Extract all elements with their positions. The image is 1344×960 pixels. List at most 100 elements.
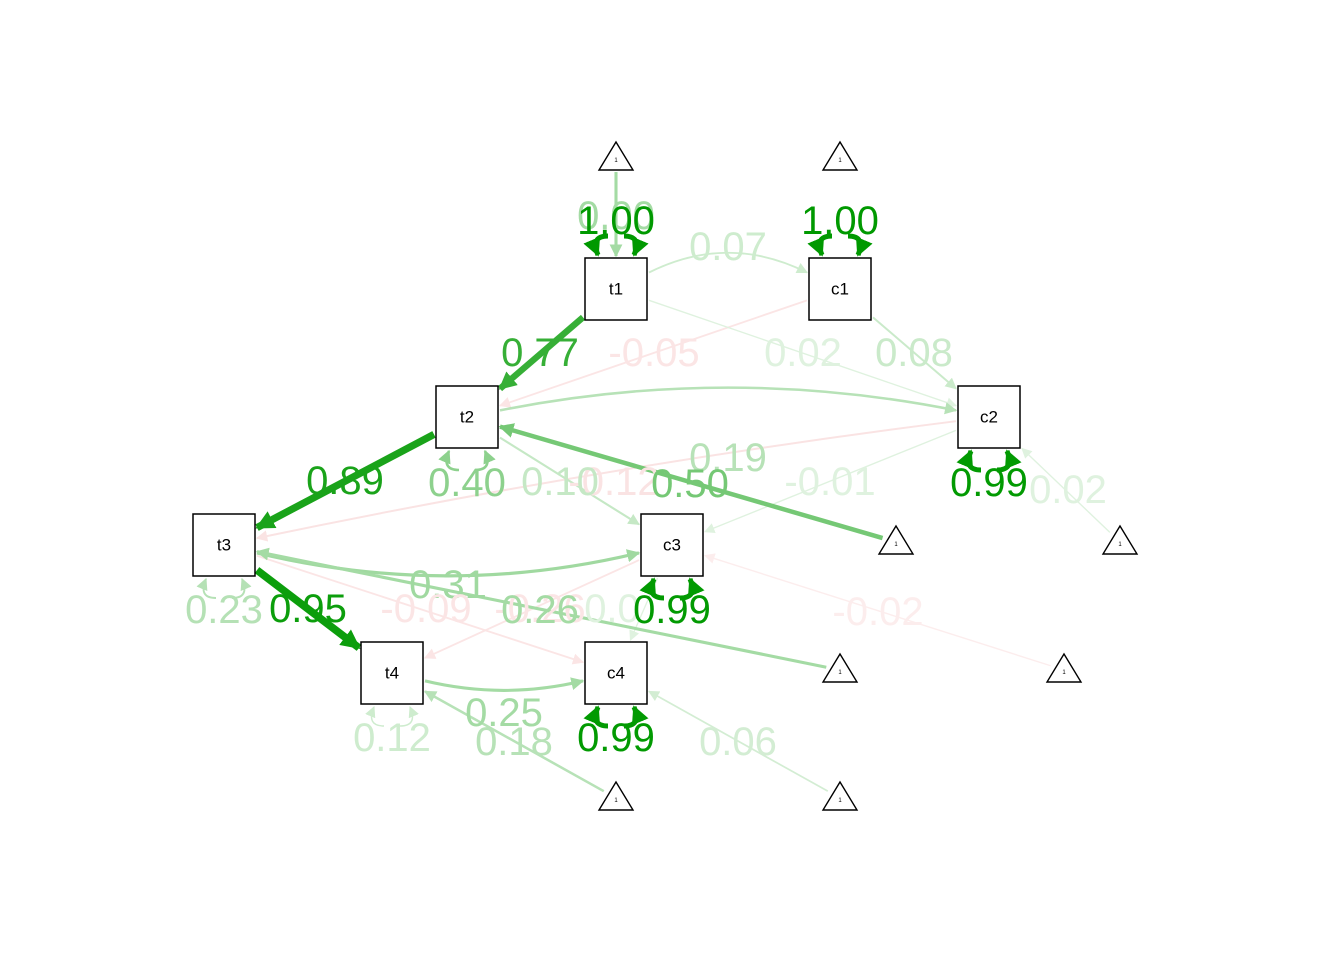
variance-arc-c4-right [623, 705, 649, 729]
edge-c2-t3 [255, 420, 957, 542]
variance-label-c4: 0.99 [577, 716, 655, 760]
edge-label-i5-t2: 0.50 [651, 462, 729, 506]
variance-arc-t3-left [196, 577, 217, 599]
intercept-triangle-i10 [1045, 652, 1083, 683]
edge-label-c3-t4: -0.09 [380, 587, 471, 631]
variance-label-t2: 0.40 [428, 461, 506, 505]
node-label-c1: c1 [831, 280, 849, 299]
edge-label-i7-t4: 0.18 [475, 720, 553, 764]
variance-label-c2: 0.99 [950, 461, 1028, 505]
intercept-label-i2: 1 [838, 158, 842, 164]
node-t1 [584, 257, 648, 321]
nodes-layer: t1 t2 t3 t4 c1 c2 c3 c4 1 1 1 1 1 1 1 1 [192, 140, 1139, 811]
edge-label-t2-c2: 0.19 [689, 436, 767, 480]
intercept-label-i8: 1 [838, 798, 842, 804]
edge-label-c2-t3: -0.12 [568, 460, 659, 504]
edge-label-t2-c3: 0.10 [521, 460, 599, 504]
intercept-triangle-i6 [1101, 524, 1139, 555]
edge-i9-t3 [255, 547, 827, 669]
edge-label-c3-c4: 0.0 [584, 587, 640, 631]
edge-label-i8-c4: 0.06 [699, 720, 777, 764]
variance-arc-t4-right [399, 705, 419, 727]
edge-label-t4-c4: 0.25 [465, 691, 543, 735]
variance-arc-c3-left [639, 577, 665, 601]
edge-label-i6-c2: 0.02 [1029, 468, 1107, 512]
edge-label-i10-c3: -0.02 [832, 590, 923, 634]
edge-label-t1-c2: 0.02 [764, 331, 842, 375]
edge-label-i1-t1: 0.00 [577, 194, 655, 238]
edge-t3-c4 [256, 554, 585, 665]
node-t4 [360, 641, 424, 705]
node-t3 [192, 513, 256, 577]
edge-t2-t3 [255, 431, 436, 531]
edge-label-t3-c3: 0.31 [409, 563, 487, 607]
variance-label-c1: 1.00 [801, 199, 879, 243]
intercept-triangle-i9 [821, 652, 859, 683]
node-label-t2: t2 [460, 408, 474, 427]
variance-arc-t2-right [474, 449, 496, 472]
intercept-label-i10: 1 [1062, 670, 1066, 676]
node-c1 [808, 257, 872, 321]
edge-t1-c2 [648, 299, 957, 408]
node-label-t3: t3 [217, 536, 231, 555]
edge-label-c1-t2: -0.05 [608, 331, 699, 375]
node-c2 [957, 385, 1021, 449]
edge-t1-t2 [497, 314, 586, 392]
labels-layer: 0.770.890.950.07-0.05 0.02 0.080.19-0.120.… [185, 194, 1107, 764]
edge-label-c2-c3: -0.01 [784, 460, 875, 504]
variance-label-c3: 0.99 [633, 588, 711, 632]
intercept-triangle-i5 [877, 524, 915, 555]
variance-arc-t3-right [231, 577, 252, 599]
edge-label-c1-c2: 0.08 [875, 331, 953, 375]
edge-c1-t2 [498, 299, 808, 408]
node-t2 [435, 385, 499, 449]
variance-arc-c1-right [847, 233, 873, 257]
edge-label-t2-t3: 0.89 [306, 459, 384, 503]
variance-arc-c4-left [583, 705, 609, 729]
edge-i5-t2 [498, 423, 884, 541]
edge-t4-c4 [424, 677, 585, 692]
edge-t3-t4 [254, 567, 362, 651]
edge-i8-c4 [648, 690, 829, 792]
variance-label-t3: 0.23 [185, 588, 263, 632]
intercept-label-i5: 1 [894, 542, 898, 548]
variance-arc-t2-left [438, 449, 460, 472]
variance-arc-t1-right [623, 233, 649, 257]
node-label-t1: t1 [609, 280, 623, 299]
variance-arc-c3-right [679, 577, 705, 601]
edge-t1-c1 [648, 251, 809, 274]
variance-label-t1: 1.00 [577, 199, 655, 243]
node-label-c4: c4 [607, 664, 625, 683]
edge-label-t1-t2: 0.77 [501, 331, 579, 375]
edge-t2-c2 [499, 386, 958, 415]
edge-c2-c3 [704, 429, 957, 534]
edge-label-t1-c1: 0.07 [689, 225, 767, 269]
intercept-label-i1: 1 [614, 158, 618, 164]
variance-arc-c1-left [807, 233, 833, 257]
edge-t2-c3 [499, 436, 640, 526]
node-label-c3: c3 [663, 536, 681, 555]
node-c4 [584, 641, 648, 705]
variance-arc-c2-right [996, 449, 1022, 473]
intercept-label-i6: 1 [1118, 542, 1122, 548]
intercept-triangle-i8 [821, 780, 859, 811]
edge-i6-c2 [1021, 447, 1111, 533]
node-label-t4: t4 [385, 664, 399, 683]
edge-i7-t4 [423, 690, 605, 793]
intercept-label-i7: 1 [614, 798, 618, 804]
node-label-c2: c2 [980, 408, 998, 427]
edge-i10-c3 [703, 553, 1051, 667]
edge-c1-c2 [872, 316, 957, 390]
intercept-label-i9: 1 [838, 670, 842, 676]
variance-arc-t4-left [365, 705, 385, 727]
node-c3 [640, 513, 704, 577]
variance-layer [196, 233, 1022, 729]
intercept-triangle-i7 [597, 780, 635, 811]
edge-label-t3-c4: -0.26 [494, 587, 585, 631]
variance-arc-c2-left [956, 449, 982, 473]
intercept-triangle-i2 [821, 140, 859, 171]
intercept-triangle-i1 [597, 140, 635, 171]
edge-label-i9-t3: 0.26 [501, 588, 579, 632]
variance-label-t4: 0.12 [353, 716, 431, 760]
